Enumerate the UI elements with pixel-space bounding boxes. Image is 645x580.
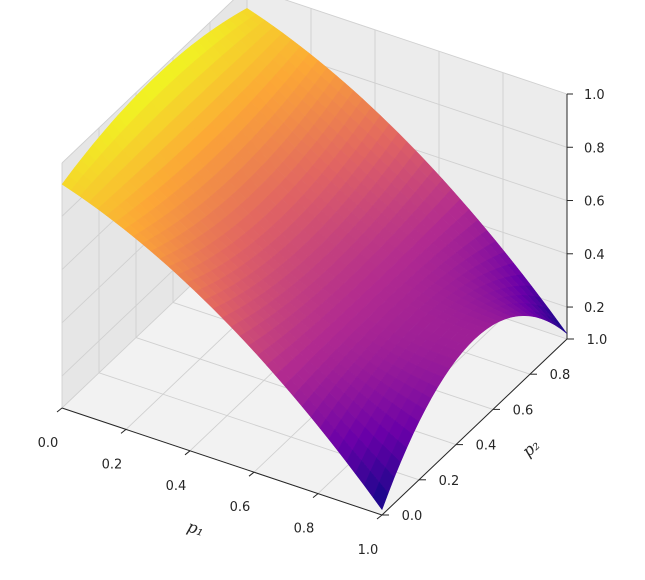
axis-lines bbox=[61, 94, 568, 516]
tick-labels: 0.0 0.2 0.4 0.6 0.8 1.0 0.0 0.2 0.4 0.6 0.8 1.0 0.2 0… bbox=[38, 88, 608, 558]
surface-facet bbox=[372, 481, 389, 511]
left-grid-z bbox=[61, 0, 234, 164]
x-tick-label: 0.2 bbox=[102, 457, 123, 472]
x-axis-line bbox=[61, 407, 383, 516]
y-tick-label: 1.0 bbox=[587, 333, 608, 348]
surface-mesh bbox=[61, 8, 568, 511]
z-tick-label: 0.6 bbox=[584, 195, 605, 210]
x-tick-label: 1.0 bbox=[358, 543, 379, 558]
z-tick-label: 0.2 bbox=[584, 301, 605, 316]
y-tick-label: 0.4 bbox=[476, 439, 497, 454]
x-tick bbox=[56, 407, 63, 413]
y-tick-label: 0.6 bbox=[513, 403, 534, 418]
y-tick-label: 0.0 bbox=[402, 509, 423, 524]
x-tick-label: 0.8 bbox=[294, 522, 315, 537]
tick-marks bbox=[56, 93, 574, 520]
z-tick-label: 1.0 bbox=[584, 88, 605, 103]
z-tick-label: 0.8 bbox=[584, 141, 605, 156]
x-axis-label: p₁ bbox=[185, 517, 207, 540]
x-tick bbox=[376, 514, 383, 520]
y-axis-label: p₂ bbox=[518, 435, 543, 460]
x-tick bbox=[184, 450, 191, 456]
x-tick bbox=[312, 493, 319, 498]
z-tick-label: 0.4 bbox=[584, 248, 605, 263]
x-tick bbox=[248, 471, 255, 477]
x-tick-label: 0.4 bbox=[166, 479, 187, 494]
x-tick-label: 0.0 bbox=[38, 436, 59, 451]
back-grid-z bbox=[284, 0, 568, 95]
y-tick-label: 0.8 bbox=[550, 368, 571, 383]
x-tick bbox=[120, 429, 127, 434]
x-tick-label: 0.6 bbox=[230, 500, 251, 515]
y-tick-label: 0.2 bbox=[439, 474, 460, 489]
y-axis-line bbox=[381, 338, 568, 516]
